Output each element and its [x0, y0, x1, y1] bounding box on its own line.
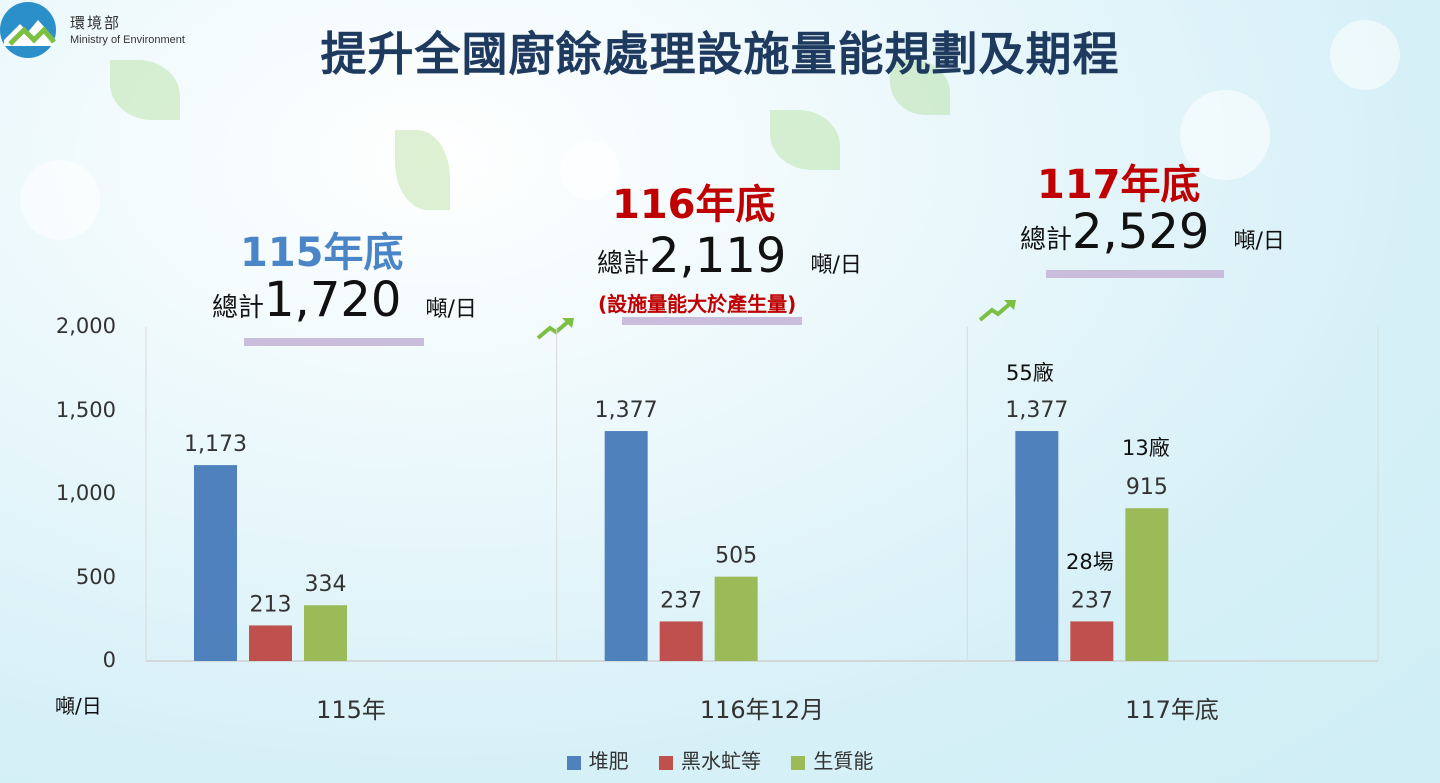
legend-swatch [566, 755, 581, 770]
annotation-bioenergy-117: 13廠 [1122, 436, 1170, 460]
legend-item: 黑水虻等 [659, 745, 761, 774]
total-label: 總計 [597, 249, 650, 279]
bar-value-label: 1,377 [1005, 398, 1068, 423]
period-underline [244, 338, 424, 346]
bar [604, 431, 648, 661]
org-name-en: Ministry of Environment [70, 34, 185, 46]
y-tick-label: 500 [75, 565, 116, 589]
legend-label: 堆肥 [588, 749, 629, 773]
period-underline [622, 317, 802, 325]
bar [304, 605, 347, 661]
background-bokeh [1180, 90, 1270, 180]
total-unit: 噸/日 [1233, 229, 1285, 254]
legend-swatch [659, 755, 673, 770]
y-tick-label: 1,000 [55, 481, 116, 505]
bar [1015, 431, 1059, 661]
period-heading-117: 117年底 [1037, 162, 1201, 208]
period-total-116: 總計2,119 噸/日 [597, 228, 862, 284]
bar-value-label: 1,173 [184, 432, 247, 457]
bar-value-label: 237 [660, 588, 702, 613]
bar [194, 465, 237, 661]
background-bokeh [1330, 20, 1400, 90]
period-total-117: 總計2,529 噸/日 [1020, 204, 1285, 260]
period-total-115: 總計1,720 噸/日 [212, 272, 477, 328]
period-note-116: (設施量能大於產生量) [598, 292, 797, 316]
category-label: 116年12月 [699, 696, 825, 724]
bar-value-label: 505 [715, 544, 757, 569]
legend-label: 生質能 [813, 749, 874, 773]
category-label: 115年 [316, 696, 386, 724]
bar-value-label: 237 [1071, 588, 1113, 613]
annotation-bsf-117: 28場 [1066, 550, 1114, 574]
total-unit: 噸/日 [810, 253, 862, 278]
legend-swatch [791, 755, 806, 770]
legend-label: 黑水虻等 [681, 749, 761, 773]
total-value: 2,529 [1072, 204, 1210, 260]
category-label: 117年底 [1125, 696, 1219, 724]
legend-item: 生質能 [791, 745, 873, 774]
y-tick-label: 0 [102, 648, 116, 672]
total-value: 2,119 [649, 228, 787, 284]
legend-item: 堆肥 [566, 745, 629, 774]
period-heading-115: 115年底 [240, 230, 404, 276]
period-underline [1046, 270, 1224, 278]
total-value: 1,720 [264, 272, 402, 328]
y-tick-label: 1,500 [55, 398, 116, 422]
page-title: 提升全國廚餘處理設施量能規劃及期程 [320, 27, 1120, 81]
y-axis-unit: 噸/日 [55, 694, 102, 718]
org-name-cn: 環境部 [70, 14, 122, 32]
total-unit: 噸/日 [425, 297, 477, 322]
bar [1125, 508, 1169, 661]
total-label: 總計 [212, 293, 265, 323]
bar [1070, 621, 1114, 661]
ministry-logo [0, 2, 56, 58]
annotation-compost-117: 55廠 [1006, 361, 1054, 385]
background-bokeh [20, 160, 100, 240]
background-bokeh [560, 140, 620, 200]
bar-value-label: 213 [250, 592, 292, 617]
trend-up-arrow-icon [536, 318, 574, 340]
bar-value-label: 1,377 [595, 398, 658, 423]
bar-value-label: 915 [1126, 475, 1168, 500]
total-label: 總計 [1020, 225, 1073, 255]
bar [714, 576, 758, 661]
bar [249, 625, 292, 661]
bar-value-label: 334 [305, 572, 347, 597]
period-heading-116: 116年底 [612, 182, 776, 228]
bar [659, 621, 703, 661]
trend-up-arrow-icon [978, 300, 1016, 322]
y-tick-label: 2,000 [55, 314, 116, 338]
chart-legend: 堆肥 黑水虻等 生質能 [0, 745, 1440, 774]
